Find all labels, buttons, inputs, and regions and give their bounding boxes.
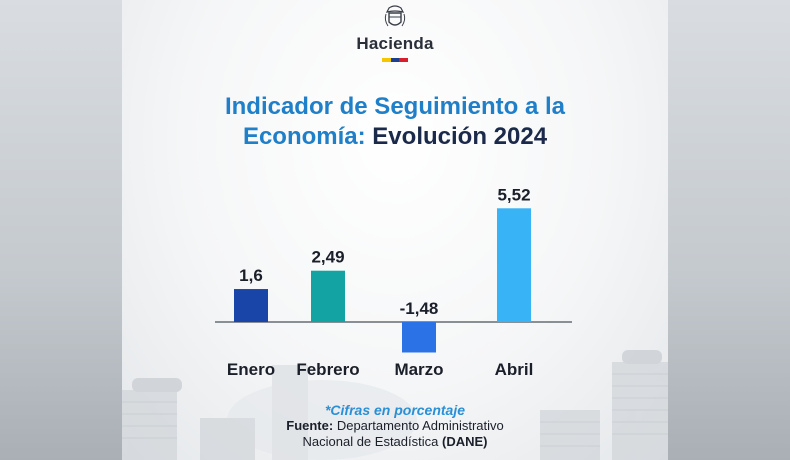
brand-name: Hacienda: [356, 34, 434, 53]
title-line2-suffix: Evolución 2024: [372, 123, 548, 150]
flag-yellow: [382, 58, 391, 62]
category-label-marzo: Marzo: [394, 360, 443, 379]
bar-marzo: [402, 322, 436, 353]
flag-red: [399, 58, 409, 62]
title-line1: Indicador de Seguimiento a la: [224, 93, 566, 120]
bar-enero: [234, 289, 268, 322]
value-label-febrero: 2,49: [311, 248, 344, 267]
title-line2-prefix: Economía:: [242, 123, 366, 150]
background-right: [668, 0, 790, 460]
source-label: Fuente:: [286, 418, 334, 433]
bar-abril: [497, 208, 531, 322]
category-label-enero: Enero: [227, 360, 275, 379]
bar-febrero: [311, 270, 345, 322]
source-text-2: Nacional de Estadística: [302, 434, 439, 449]
footer: *Cifras en porcentaje Fuente: Departamen…: [122, 402, 668, 450]
value-label-marzo: -1,48: [400, 299, 439, 318]
coat-of-arms-icon: [384, 5, 406, 27]
value-label-enero: 1,6: [239, 266, 263, 285]
source-line2: Nacional de Estadística (DANE): [122, 434, 668, 450]
chart-title: Indicador de Seguimiento a la Economía: …: [122, 92, 668, 152]
infographic-panel: Hacienda Indicador de Seguimiento a la E…: [122, 0, 668, 460]
logo: Hacienda: [122, 4, 668, 62]
flag-blue: [390, 58, 400, 62]
source-text-1: Departamento Administrativo: [336, 418, 504, 433]
bar-chart: 1,6 Enero 2,49 Febrero -1,48 Marzo 5,52 Abril: [215, 185, 572, 379]
value-label-abril: 5,52: [497, 185, 530, 204]
category-label-febrero: Febrero: [296, 360, 359, 379]
source-abbr: (DANE): [441, 434, 488, 449]
background-left: [0, 0, 122, 460]
source-line1: Fuente: Departamento Administrativo: [122, 418, 668, 434]
units-note: *Cifras en porcentaje: [324, 402, 466, 418]
category-label-abril: Abril: [495, 360, 534, 379]
flag-stripe: [382, 58, 409, 62]
coins-background: [122, 350, 668, 460]
